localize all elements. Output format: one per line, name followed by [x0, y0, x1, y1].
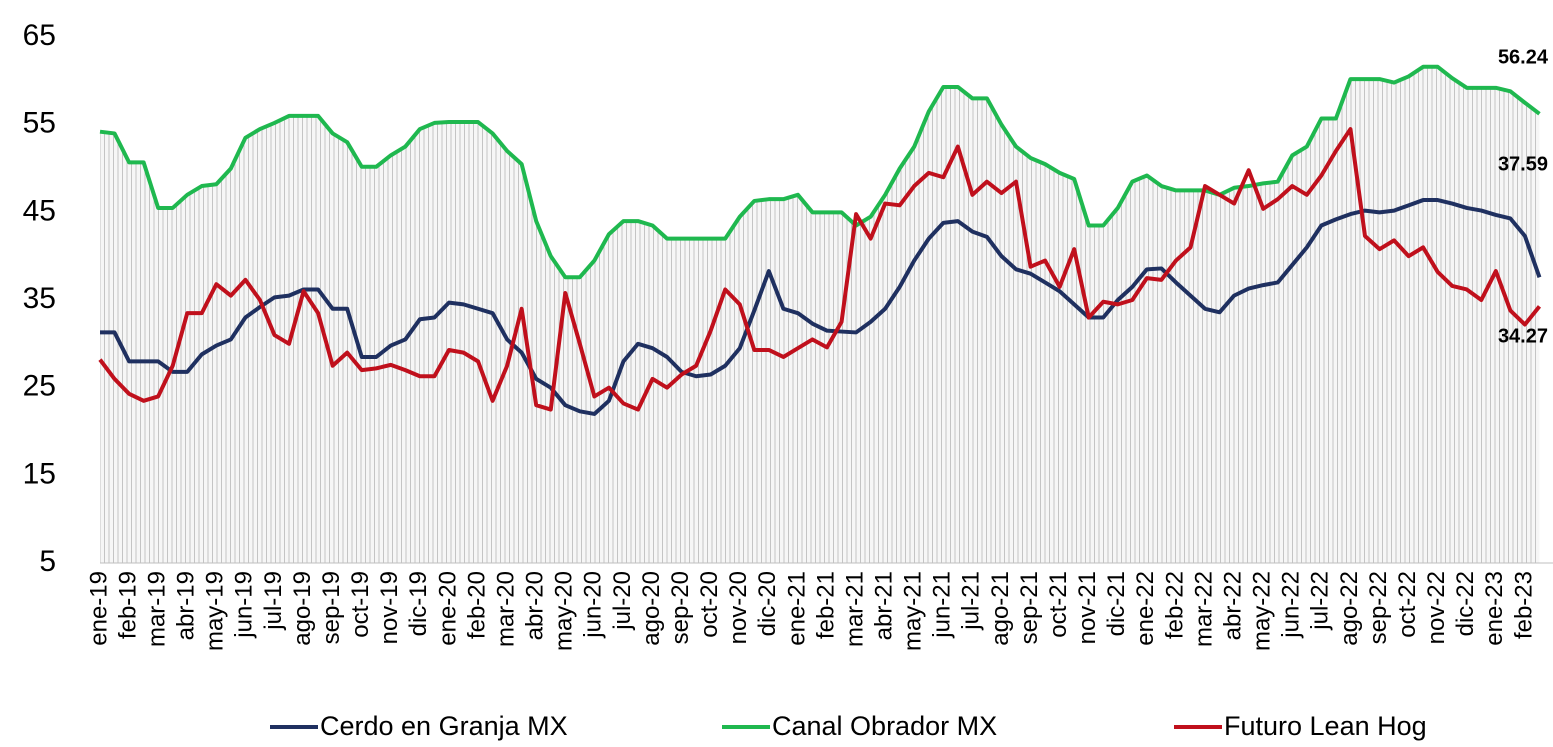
- x-tick-label: feb-19: [114, 571, 141, 639]
- x-tick-label: abr-20: [522, 571, 549, 640]
- x-tick-label: jul-19: [260, 571, 287, 631]
- x-tick-label: sep-20: [667, 571, 694, 644]
- x-tick-label: nov-21: [1074, 571, 1101, 644]
- x-tick-label: dic-22: [1452, 571, 1479, 636]
- x-tick-label: ago-20: [638, 571, 665, 646]
- x-tick-label: nov-22: [1423, 571, 1450, 644]
- x-tick-label: jun-19: [231, 571, 258, 639]
- end-label: 56.24: [1498, 46, 1549, 68]
- area: [100, 66, 1540, 563]
- x-tick-label: may-22: [1249, 571, 1276, 651]
- x-tick-label: may-20: [551, 571, 578, 651]
- x-tick-label: feb-23: [1510, 571, 1537, 639]
- y-tick-label: 35: [23, 282, 56, 315]
- y-tick-label: 55: [23, 107, 56, 140]
- x-tick-label: ene-19: [85, 571, 112, 646]
- x-tick-label: mar-21: [841, 571, 868, 647]
- x-tick-label: oct-22: [1394, 571, 1421, 638]
- x-tick-label: dic-21: [1103, 571, 1130, 636]
- y-tick-label: 15: [23, 457, 56, 490]
- x-tick-label: sep-21: [1016, 571, 1043, 644]
- x-tick-label: sep-19: [318, 571, 345, 644]
- x-tick-label: dic-19: [405, 571, 432, 636]
- x-tick-label: ago-22: [1336, 571, 1363, 646]
- x-tick-label: ene-20: [434, 571, 461, 646]
- end-label: 34.27: [1498, 325, 1548, 347]
- x-tick-label: jul-22: [1307, 571, 1334, 631]
- y-tick-label: 65: [23, 19, 56, 52]
- x-tick-label: nov-19: [376, 571, 403, 644]
- legend-label: Futuro Lean Hog: [1224, 711, 1427, 741]
- line-series: [98, 127, 1542, 412]
- x-tick-label: jun-20: [580, 571, 607, 639]
- x-tick-label: ago-19: [289, 571, 316, 646]
- x-tick-label: may-21: [900, 571, 927, 651]
- x-tick-label: feb-21: [812, 571, 839, 639]
- x-tick-label: mar-22: [1190, 571, 1217, 647]
- x-tick-label: abr-21: [871, 571, 898, 640]
- x-tick-label: jun-21: [929, 571, 956, 639]
- x-tick-label: mar-20: [492, 571, 519, 647]
- x-tick-label: abr-22: [1219, 571, 1246, 640]
- x-tick-label: mar-19: [144, 571, 171, 647]
- legend-label: Cerdo en Granja MX: [320, 711, 568, 741]
- x-tick-label: ago-21: [987, 571, 1014, 646]
- x-tick-label: jun-22: [1278, 571, 1305, 639]
- x-tick-label: oct-19: [347, 571, 374, 638]
- x-tick-label: oct-21: [1045, 571, 1072, 638]
- x-tick-label: feb-20: [463, 571, 490, 639]
- x-tick-label: ene-21: [783, 571, 810, 646]
- x-tick-label: ene-22: [1132, 571, 1159, 646]
- x-tick-label: may-19: [202, 571, 229, 651]
- x-tick-label: nov-20: [725, 571, 752, 644]
- line-series: [100, 198, 1542, 416]
- x-tick-label: dic-20: [754, 571, 781, 636]
- x-tick-label: abr-19: [173, 571, 200, 640]
- x-tick-label: sep-22: [1365, 571, 1392, 644]
- x-tick-label: oct-20: [696, 571, 723, 638]
- line-series: [99, 64, 1541, 280]
- x-tick-label: ene-23: [1481, 571, 1508, 646]
- y-tick-label: 45: [23, 194, 56, 227]
- x-tick-label: feb-22: [1161, 571, 1188, 639]
- x-tick-label: jul-21: [958, 571, 985, 631]
- legend-label: Canal Obrador MX: [772, 711, 997, 741]
- end-label: 37.59: [1498, 153, 1548, 175]
- x-tick-label: jul-20: [609, 571, 636, 631]
- y-tick-label: 5: [39, 545, 56, 578]
- y-tick-label: 25: [23, 370, 56, 403]
